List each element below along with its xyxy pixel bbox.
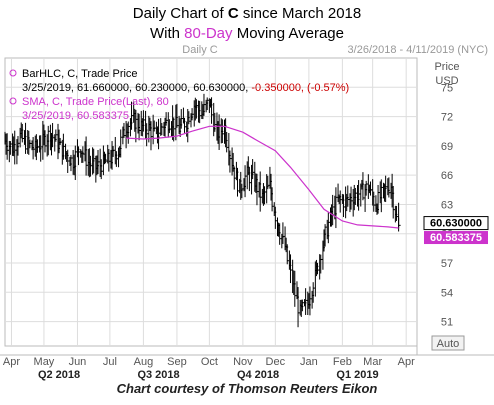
sma-tag: 60.583375 (430, 232, 482, 244)
last-price-tag-box (423, 216, 489, 231)
legend-bar-marker-icon (9, 69, 17, 77)
sma-line[interactable] (126, 125, 399, 229)
legend-bar-values-row: 3/25/2019, 61.660000, 60.230000, 60.6300… (22, 81, 349, 95)
legend-bar-change: -0.350000, (-0.57%) (251, 82, 350, 94)
chart-title-block: Daily Chart of C since March 2018 With 8… (0, 4, 494, 44)
x-tick-label: Sep (167, 356, 187, 368)
legend-bar-title-row: BarHLC, C, Trade Price (22, 67, 138, 81)
y-tick-label: 72 (441, 112, 453, 124)
chart-subtitle: With 80-Day Moving Average (0, 24, 494, 44)
x-tick-label: Apr (3, 356, 20, 368)
y-tick-label: 57 (441, 258, 453, 270)
x-quarter-label: Q2 2018 (38, 369, 80, 381)
x-tick-label: Jan (300, 356, 318, 368)
y-tick-label: 66 (441, 170, 453, 182)
y-axis-title: Price (434, 61, 459, 73)
x-quarter-label: Q1 2019 (336, 369, 378, 381)
x-quarter-label: Q4 2018 (237, 369, 279, 381)
auto-scale-label: Auto (437, 338, 460, 350)
auto-scale-box (431, 335, 465, 351)
x-tick-label: Mar (363, 356, 382, 368)
legend-bar-title: BarHLC, C, Trade Price (22, 68, 138, 80)
title-prefix: Daily Chart of (132, 5, 228, 22)
chart-header-label: Daily C (182, 44, 218, 56)
y-tick-label: 63 (441, 199, 453, 211)
legend-bar-values: 3/25/2019, 61.660000, 60.230000, 60.6300… (22, 82, 249, 94)
y-axis-unit: USD (435, 75, 458, 87)
x-tick-label: May (34, 356, 55, 368)
chart-header-date-range: 3/26/2018 - 4/11/2019 (NYC) (348, 44, 488, 56)
x-tick-label: Jul (103, 356, 117, 368)
x-quarter-label: Q3 2018 (137, 369, 179, 381)
legend-sma-marker-icon (9, 97, 17, 105)
y-tick-label: 51 (441, 317, 453, 329)
subtitle-suffix: Moving Average (232, 25, 344, 42)
subtitle-accent: 80-Day (184, 25, 233, 42)
title-ticker: C (227, 5, 239, 22)
legend-sma-value-row: 3/25/2019, 60.583375 (22, 109, 129, 123)
chart-credit: Chart courtesy of Thomson Reuters Eikon (116, 381, 378, 396)
x-tick-label: Feb (333, 356, 352, 368)
y-tick-label: 54 (441, 287, 453, 299)
x-tick-label: Aug (134, 356, 154, 368)
x-tick-label: Nov (233, 356, 253, 368)
title-suffix: since March 2018 (238, 5, 362, 22)
chart-title: Daily Chart of C since March 2018 (0, 4, 494, 24)
x-tick-label: Dec (266, 356, 286, 368)
legend-sma-title-row: SMA, C, Trade Price(Last), 80 (22, 95, 169, 109)
y-tick-label: 69 (441, 141, 453, 153)
subtitle-prefix: With (150, 25, 185, 42)
last-price-tag: 60.630000 (430, 218, 482, 230)
legend-sma-title: SMA, C, Trade Price(Last), 80 (22, 96, 169, 108)
plot-area (4, 57, 418, 347)
x-tick-label: Apr (398, 356, 415, 368)
sma-tag-box (424, 231, 488, 245)
x-tick-label: Jun (69, 356, 87, 368)
price-bars-group[interactable] (4, 93, 401, 328)
x-tick-label: Oct (201, 356, 218, 368)
y-tick-label: 75 (441, 82, 453, 94)
legend-sma-value: 3/25/2019, 60.583375 (22, 110, 130, 122)
